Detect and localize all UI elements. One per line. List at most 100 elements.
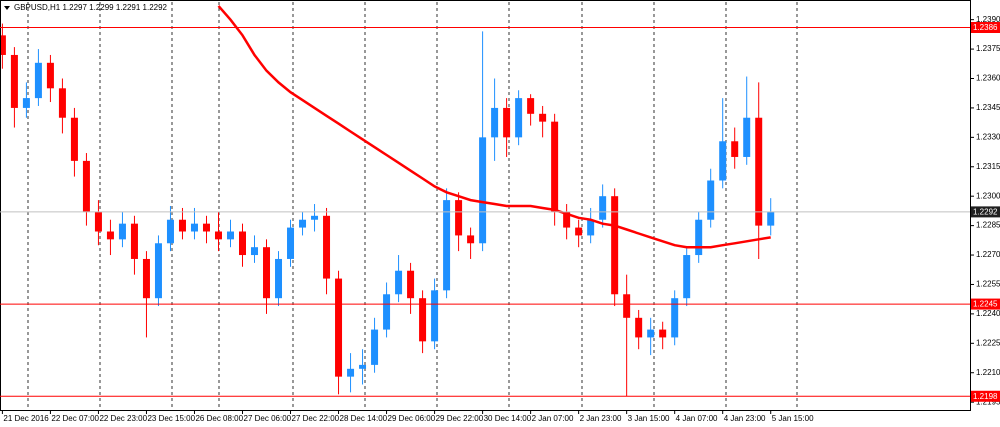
candle-body	[599, 196, 607, 220]
x-tick-label: 2 Jan 23:00	[580, 414, 622, 423]
menu-triangle	[4, 6, 10, 10]
candle-body	[719, 141, 727, 181]
candle-body	[10, 54, 18, 108]
level-label-box	[971, 22, 1000, 33]
level-label-box	[971, 298, 1000, 310]
candle-body	[178, 219, 186, 232]
candle-body	[623, 294, 631, 318]
candle-body	[539, 113, 547, 122]
candle-body	[214, 231, 222, 240]
candle-body	[239, 231, 246, 256]
y-tick-label: 1.2330	[976, 132, 1000, 141]
candle-body	[287, 227, 295, 259]
candle-body	[707, 180, 715, 220]
candle-body	[551, 121, 559, 212]
candle-body	[359, 364, 367, 369]
candle-body	[563, 211, 571, 228]
x-tick-label: 30 Dec 14:00	[484, 414, 532, 423]
candle-body	[251, 247, 259, 256]
y-tick-label: 1.2285	[976, 221, 1000, 230]
candle-body	[226, 231, 234, 240]
candle-body	[0, 35, 6, 55]
candle-body	[335, 278, 343, 377]
candle-body	[166, 219, 174, 244]
candle-body	[695, 219, 703, 256]
candle-body	[22, 98, 30, 108]
candle-body	[755, 117, 763, 226]
level-label: 1.2245	[973, 300, 998, 309]
x-tick-label: 5 Jan 15:00	[772, 414, 814, 423]
candle-body	[647, 329, 655, 338]
candle-body	[94, 211, 102, 232]
candle-body	[275, 258, 283, 299]
y-tick-label: 1.2315	[976, 162, 1000, 171]
candle-body	[202, 223, 210, 232]
candle-body	[515, 98, 523, 138]
candle-body	[527, 98, 535, 114]
candle-body	[503, 107, 511, 138]
x-tick-label: 3 Jan 15:00	[628, 414, 670, 423]
candle-body	[443, 200, 451, 291]
x-tick-label: 26 Dec 08:00	[195, 414, 243, 423]
candle-body	[383, 294, 391, 330]
y-tick-label: 1.2300	[976, 191, 1000, 200]
candle-body	[395, 270, 403, 295]
x-tick-label: 23 Dec 15:00	[147, 414, 195, 423]
candle-body	[82, 160, 90, 212]
candle-body	[118, 223, 126, 240]
candle-body	[263, 247, 271, 299]
x-tick-label: 22 Dec 23:00	[99, 414, 147, 423]
x-tick-label: 28 Dec 14:00	[340, 414, 388, 423]
candle-body	[455, 200, 463, 236]
x-tick-label: 29 Dec 06:00	[388, 414, 436, 423]
candle-body	[431, 290, 439, 342]
level-label-box	[971, 206, 1000, 218]
y-tick-label: 1.2375	[976, 44, 1000, 53]
candle-body	[323, 215, 331, 279]
candle-body	[347, 368, 355, 377]
candle-body	[671, 298, 679, 338]
level-label: 1.2292	[973, 207, 998, 216]
candle-body	[587, 219, 595, 236]
candle-body	[731, 141, 739, 157]
candle-body	[106, 231, 114, 240]
y-tick-label: 1.2255	[976, 280, 1000, 289]
plot	[0, 5, 775, 397]
level-label: 1.2198	[973, 392, 998, 401]
y-tick-label: 1.2360	[976, 74, 1000, 83]
candle-body	[142, 258, 150, 299]
candle-body	[659, 329, 667, 338]
x-tick-label: 27 Dec 06:00	[244, 414, 292, 423]
y-tick-label: 1.2345	[976, 103, 1000, 112]
candle-body	[467, 235, 475, 244]
x-tick-label: 2 Jan 07:00	[532, 414, 574, 423]
chart-title: GBPUSD,H1 1.2297 1.2299 1.2291 1.2292	[14, 3, 168, 12]
candle-body	[130, 223, 138, 259]
candle-body	[635, 317, 643, 338]
candle-body	[407, 270, 415, 299]
candle-body	[479, 137, 487, 244]
y-tick-label: 1.2240	[976, 309, 1000, 318]
candle-body	[491, 107, 499, 138]
y-tick-label: 1.2270	[976, 250, 1000, 259]
candle-body	[34, 62, 42, 99]
candle-body	[611, 196, 619, 295]
candle-body	[154, 243, 162, 299]
candle-body	[299, 219, 307, 228]
candle-body	[419, 298, 427, 342]
x-tick-label: 22 Dec 07:00	[51, 414, 99, 423]
x-tick-label: 21 Dec 2016	[3, 414, 49, 423]
x-tick-label: 4 Jan 23:00	[724, 414, 766, 423]
moving-average	[217, 5, 771, 249]
level-label: 1.2386	[973, 23, 998, 32]
candle-body	[311, 215, 319, 220]
x-tick-label: 27 Dec 22:00	[292, 414, 340, 423]
y-tick-label: 1.2225	[976, 338, 1000, 347]
x-tick-label: 29 Dec 22:00	[436, 414, 484, 423]
x-tick-label: 4 Jan 07:00	[676, 414, 718, 423]
y-tick-label: 1.2390	[976, 15, 1000, 24]
candle-body	[46, 62, 54, 89]
candle-body	[58, 88, 66, 118]
level-label-box	[971, 390, 1000, 402]
